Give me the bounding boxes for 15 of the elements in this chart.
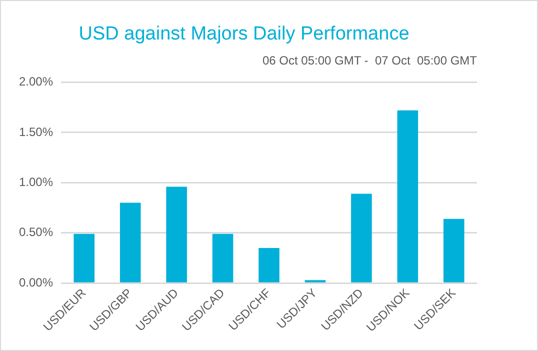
- bar: [397, 110, 418, 282]
- bar: [120, 202, 141, 282]
- bar: [351, 194, 372, 282]
- bar: [443, 218, 464, 282]
- y-tick-label: 1.50%: [18, 124, 54, 139]
- chart-title: USD against Majors Daily Performance: [78, 24, 410, 45]
- chart-subtitle: 06 Oct 05:00 GMT - 07 Oct 05:00 GMT: [262, 53, 478, 68]
- y-tick-label: 2.00%: [18, 74, 54, 89]
- y-tick-label: 1.00%: [18, 174, 54, 189]
- bar: [74, 234, 95, 282]
- y-tick-label: 0.00%: [18, 275, 54, 290]
- bar: [258, 248, 280, 282]
- bar: [212, 234, 234, 282]
- y-tick-label: 0.50%: [18, 225, 54, 240]
- bar: [166, 186, 187, 282]
